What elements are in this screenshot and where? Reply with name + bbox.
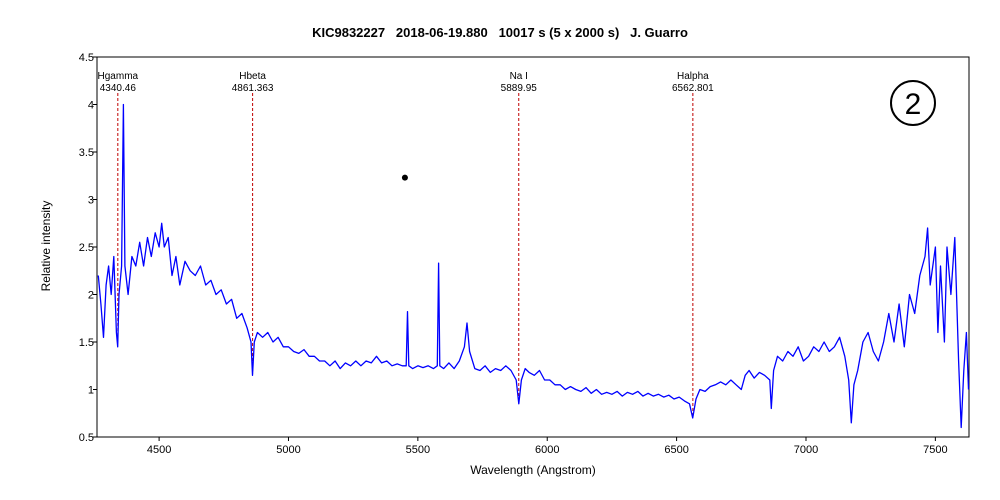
reference-wavelength: 4340.46 xyxy=(100,83,137,94)
y-tick-label: 4.5 xyxy=(79,52,94,64)
chart-title: KIC9832227 2018-06-19.880 10017 s (5 x 2… xyxy=(312,25,688,40)
annotation-circle xyxy=(890,80,936,126)
x-tick-label: 6000 xyxy=(535,444,559,456)
y-tick-label: 4 xyxy=(88,100,94,112)
x-tick-label: 6500 xyxy=(664,444,688,456)
annotation-number: 2 xyxy=(905,88,922,121)
y-tick-label: 1.5 xyxy=(79,337,94,349)
x-axis-label: Wavelength (Angstrom) xyxy=(470,463,596,477)
reference-label: Na I xyxy=(510,71,528,82)
y-tick-label: 1 xyxy=(88,385,94,397)
marker-point xyxy=(401,174,408,181)
y-tick-label: 2.5 xyxy=(79,242,94,254)
spectrum-line xyxy=(97,103,970,429)
reference-wavelength: 5889.95 xyxy=(501,83,538,94)
x-tick-label: 7000 xyxy=(794,444,818,456)
reference-label: Hbeta xyxy=(239,71,266,82)
y-axis-label: Relative intensity xyxy=(39,201,53,292)
reference-label: Halpha xyxy=(677,71,709,82)
reference-label: Hgamma xyxy=(98,71,139,82)
x-tick-label: 4500 xyxy=(147,444,171,456)
y-tick-label: 0.5 xyxy=(79,432,94,444)
reference-wavelength: 4861.363 xyxy=(232,83,274,94)
x-tick-label: 5000 xyxy=(276,444,300,456)
y-tick-label: 3.5 xyxy=(79,147,94,159)
reference-wavelength: 6562.801 xyxy=(672,83,714,94)
x-tick-label: 5500 xyxy=(406,444,430,456)
y-tick-label: 2 xyxy=(88,290,94,302)
y-tick-label: 3 xyxy=(88,195,94,207)
x-tick-label: 7500 xyxy=(923,444,947,456)
